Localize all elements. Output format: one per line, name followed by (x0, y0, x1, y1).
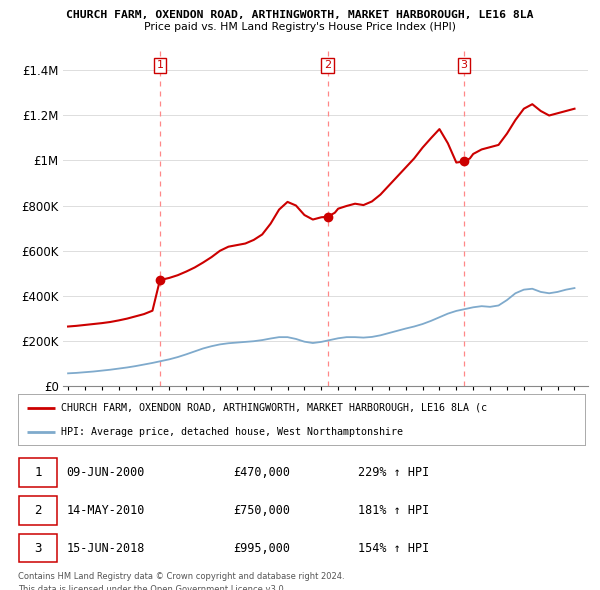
FancyBboxPatch shape (19, 458, 57, 487)
Text: 181% ↑ HPI: 181% ↑ HPI (358, 504, 430, 517)
Text: 09-JUN-2000: 09-JUN-2000 (66, 466, 145, 479)
Text: 3: 3 (460, 60, 467, 70)
Text: This data is licensed under the Open Government Licence v3.0.: This data is licensed under the Open Gov… (18, 585, 286, 590)
Text: 2: 2 (34, 504, 42, 517)
Text: 14-MAY-2010: 14-MAY-2010 (66, 504, 145, 517)
Text: 3: 3 (34, 542, 42, 555)
FancyBboxPatch shape (19, 496, 57, 525)
Text: 15-JUN-2018: 15-JUN-2018 (66, 542, 145, 555)
Text: £470,000: £470,000 (233, 466, 290, 479)
Text: Price paid vs. HM Land Registry's House Price Index (HPI): Price paid vs. HM Land Registry's House … (144, 22, 456, 32)
Text: £750,000: £750,000 (233, 504, 290, 517)
Text: 1: 1 (157, 60, 163, 70)
Text: HPI: Average price, detached house, West Northamptonshire: HPI: Average price, detached house, West… (61, 427, 403, 437)
Text: £995,000: £995,000 (233, 542, 290, 555)
Text: CHURCH FARM, OXENDON ROAD, ARTHINGWORTH, MARKET HARBOROUGH, LE16 8LA: CHURCH FARM, OXENDON ROAD, ARTHINGWORTH,… (66, 10, 534, 20)
Text: CHURCH FARM, OXENDON ROAD, ARTHINGWORTH, MARKET HARBOROUGH, LE16 8LA (c: CHURCH FARM, OXENDON ROAD, ARTHINGWORTH,… (61, 403, 487, 413)
FancyBboxPatch shape (19, 534, 57, 562)
Text: Contains HM Land Registry data © Crown copyright and database right 2024.: Contains HM Land Registry data © Crown c… (18, 572, 344, 581)
Text: 2: 2 (324, 60, 331, 70)
Text: 1: 1 (34, 466, 42, 479)
Text: 154% ↑ HPI: 154% ↑ HPI (358, 542, 430, 555)
Text: 229% ↑ HPI: 229% ↑ HPI (358, 466, 430, 479)
